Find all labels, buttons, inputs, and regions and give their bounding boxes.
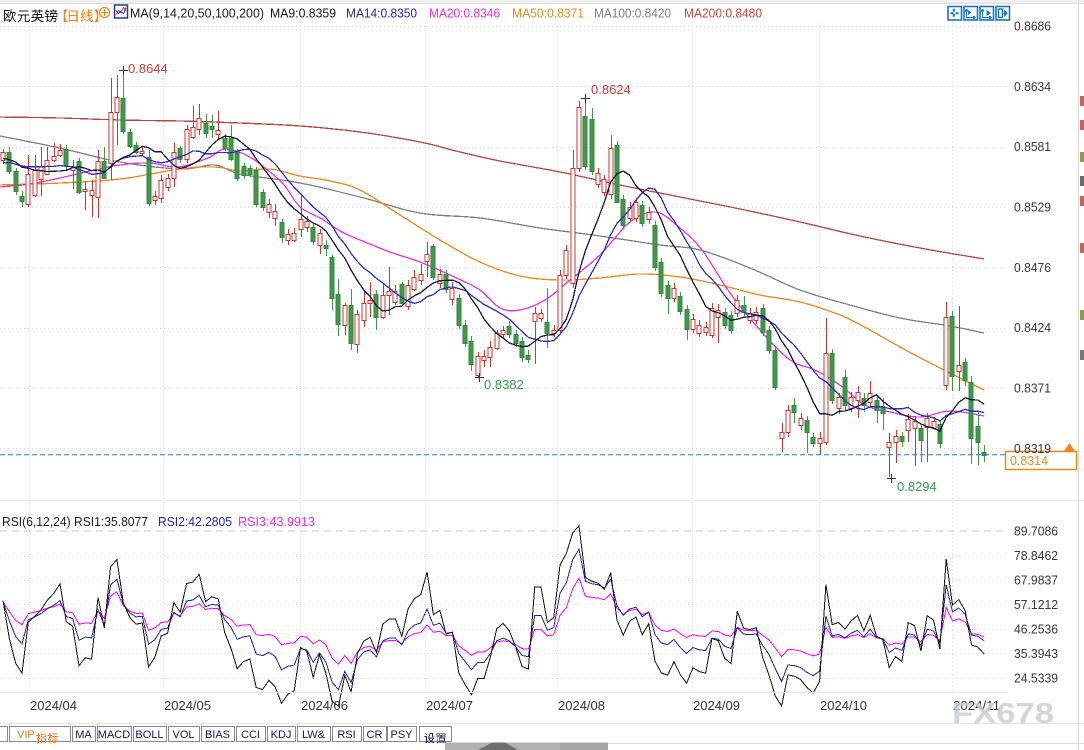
svg-text:0.8644: 0.8644 — [128, 61, 168, 76]
svg-text:VIP: VIP — [17, 729, 35, 741]
svg-text:89.7086: 89.7086 — [1014, 524, 1058, 539]
svg-text:MA9:0.8359: MA9:0.8359 — [270, 6, 336, 21]
svg-text:0.8319: 0.8319 — [1014, 441, 1051, 456]
svg-text:2024/07: 2024/07 — [426, 698, 473, 713]
svg-text:0.8371: 0.8371 — [1014, 381, 1051, 396]
svg-text:PSY: PSY — [390, 729, 413, 741]
svg-text:2024/04: 2024/04 — [30, 698, 77, 713]
svg-text:MA14:0.8350: MA14:0.8350 — [346, 6, 417, 21]
svg-text:0.8634: 0.8634 — [1014, 79, 1051, 94]
svg-text:35.3943: 35.3943 — [1014, 646, 1058, 661]
svg-text:0.8529: 0.8529 — [1014, 200, 1051, 215]
svg-text:KDJ: KDJ — [271, 729, 292, 741]
svg-text:24.5339: 24.5339 — [1014, 670, 1058, 685]
svg-text:0.8624: 0.8624 — [591, 82, 631, 97]
svg-text:RSI3:43.9913: RSI3:43.9913 — [238, 514, 315, 529]
svg-text:78.8462: 78.8462 — [1014, 548, 1058, 563]
svg-text:MA: MA — [75, 729, 92, 741]
svg-text:2024/08: 2024/08 — [558, 698, 605, 713]
svg-text:0.8686: 0.8686 — [1014, 19, 1051, 34]
svg-text:MA100:0.8420: MA100:0.8420 — [594, 6, 671, 21]
svg-text:MA50:0.8371: MA50:0.8371 — [512, 6, 584, 21]
svg-text:0.8581: 0.8581 — [1014, 139, 1051, 154]
svg-text:2024/09: 2024/09 — [693, 698, 740, 713]
svg-text:MA(9,14,20,50,100,200): MA(9,14,20,50,100,200) — [130, 6, 264, 21]
svg-text:CCI: CCI — [241, 729, 260, 741]
svg-text:MA200:0.8480: MA200:0.8480 — [684, 6, 762, 21]
svg-text:0.8382: 0.8382 — [484, 377, 524, 392]
svg-text:LW&: LW& — [302, 729, 326, 741]
svg-text:67.9837: 67.9837 — [1014, 573, 1058, 588]
svg-text:VOL: VOL — [172, 729, 194, 741]
svg-text:0.8476: 0.8476 — [1014, 260, 1051, 275]
svg-text:RSI(6,12,24) RSI1:35.8077: RSI(6,12,24) RSI1:35.8077 — [2, 514, 148, 529]
svg-text:2024/06: 2024/06 — [301, 698, 348, 713]
svg-text:0.8314: 0.8314 — [1010, 453, 1048, 468]
svg-text:0.8294: 0.8294 — [897, 479, 937, 494]
svg-text:CR: CR — [367, 729, 383, 741]
svg-text:MA20:0.8346: MA20:0.8346 — [429, 6, 500, 21]
svg-text:57.1212: 57.1212 — [1014, 597, 1058, 612]
svg-text:46.2536: 46.2536 — [1014, 621, 1058, 636]
svg-text:MACD: MACD — [98, 729, 130, 741]
svg-text:0.8424: 0.8424 — [1014, 320, 1051, 335]
svg-text:2024/11: 2024/11 — [953, 698, 1000, 713]
svg-text:BOLL: BOLL — [135, 729, 163, 741]
svg-text:BIAS: BIAS — [205, 729, 230, 741]
svg-text:RSI2:42.2805: RSI2:42.2805 — [158, 514, 232, 529]
svg-text:2024/10: 2024/10 — [820, 698, 867, 713]
svg-text:FX678: FX678 — [952, 698, 1054, 730]
svg-text:RSI: RSI — [337, 729, 355, 741]
svg-text:2024/05: 2024/05 — [164, 698, 211, 713]
